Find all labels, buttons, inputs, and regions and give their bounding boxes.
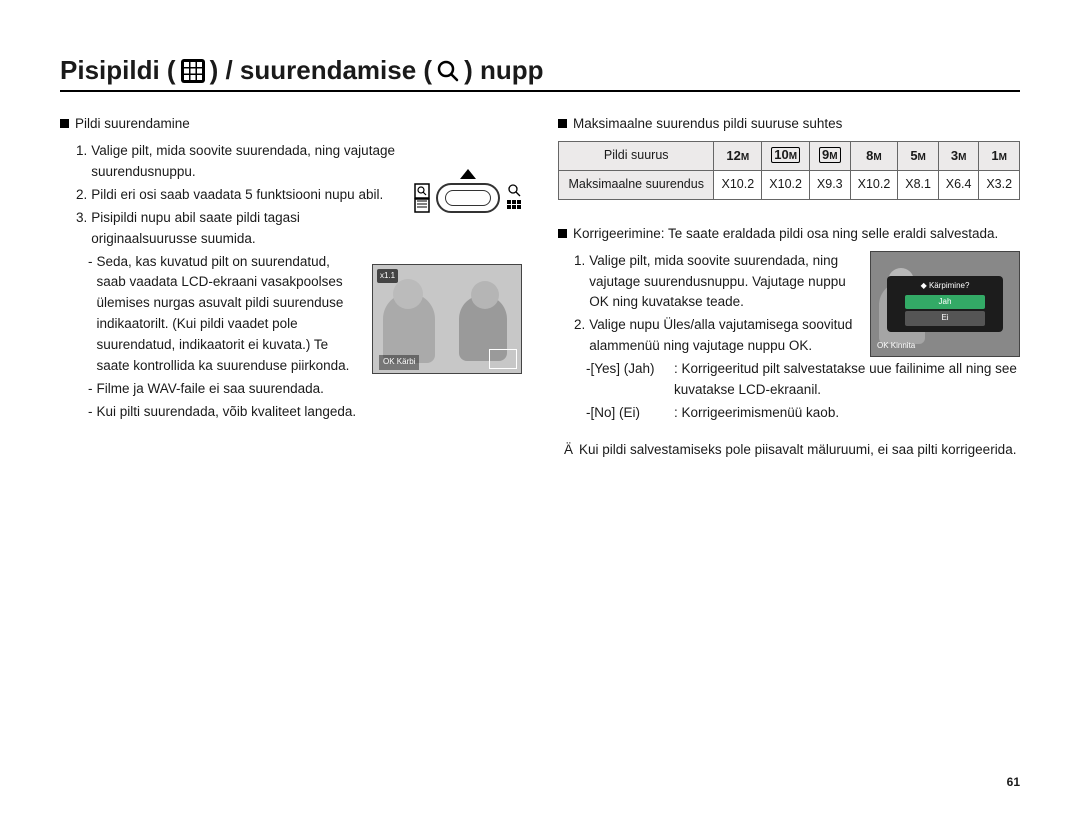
page-number: 61	[1007, 775, 1020, 789]
title-part3: ) nupp	[464, 55, 543, 86]
note-mark: Ä	[564, 440, 573, 461]
bullet-square-icon	[558, 119, 567, 128]
right-item1: Valige pilt, mida soovite suurendada, ni…	[589, 251, 860, 314]
dialog-option-yes: Jah	[905, 295, 985, 309]
table-header: Pildi suurus	[559, 141, 714, 170]
title-part2: ) / suurendamise (	[210, 55, 433, 86]
page-title: Pisipildi ( ) / suurendamise ( ) nupp	[60, 55, 1020, 92]
table-cell: 5M	[898, 141, 939, 170]
left-column: Pildi suurendamine 1.Valige pilt, mida s…	[60, 114, 522, 461]
dialog-ok-label: OK Kinnita	[877, 340, 915, 352]
table-cell: 1M	[979, 141, 1020, 170]
title-part1: Pisipildi (	[60, 55, 176, 86]
right-heading1-text: Maksimaalne suurendus pildi suuruse suht…	[573, 114, 842, 135]
zoom-ratio-badge: x1.1	[377, 269, 398, 283]
right-column: Maksimaalne suurendus pildi suuruse suht…	[558, 114, 1020, 461]
left-sub2: Filme ja WAV-faile ei saa suurendada.	[97, 379, 324, 400]
table-header: Maksimaalne suurendus	[559, 171, 714, 199]
dialog-option-no: Ei	[905, 311, 985, 325]
dialog-question: ◆ Kärpimine?	[887, 280, 1003, 292]
region-indicator-icon	[489, 349, 517, 369]
photo-ok-label: OK Kärbi	[379, 355, 419, 369]
list-number: 2.	[574, 315, 585, 357]
note-text: Kui pildi salvestamiseks pole piisavalt …	[579, 440, 1016, 461]
left-sub3: Kui pilti suurendada, võib kvaliteet lan…	[97, 402, 357, 423]
bullet-square-icon	[558, 229, 567, 238]
left-item3: Pisipildi nupu abil saate pildi tagasi o…	[91, 208, 404, 250]
zoom-wheel-diagram	[414, 183, 522, 213]
bullet-square-icon	[60, 119, 69, 128]
left-item2: Pildi eri osi saab vaadata 5 funktsiooni…	[91, 185, 383, 206]
table-cell: X10.2	[762, 171, 810, 199]
dialog-box: ◆ Kärpimine? Jah Ei	[887, 276, 1003, 332]
zoom-size-table: Pildi suurus 12M 10M 9M 8M 5M 3M 1M Maks…	[558, 141, 1020, 200]
trim-dialog-image: ◆ Kärpimine? Jah Ei OK Kinnita	[870, 251, 1020, 357]
list-number: 2.	[76, 185, 87, 206]
table-cell: 10M	[762, 141, 810, 170]
left-item1: Valige pilt, mida soovite suurendada, ni…	[91, 141, 404, 183]
footnote: Ä Kui pildi salvestamiseks pole piisaval…	[558, 440, 1020, 461]
table-cell: X3.2	[979, 171, 1020, 199]
left-sub1: Seda, kas kuvatud pilt on suurendatud, s…	[97, 252, 363, 378]
table-cell: 8M	[850, 141, 898, 170]
right-item2: Valige nupu Üles/alla vajutamisega soovi…	[589, 315, 860, 357]
table-cell: X10.2	[714, 171, 762, 199]
right-heading1: Maksimaalne suurendus pildi suuruse suht…	[558, 114, 1020, 135]
yes-text: : Korrigeeritud pilt salvestatakse uue f…	[674, 359, 1020, 401]
thumbnail-icon	[180, 58, 206, 84]
list-number: 3.	[76, 208, 87, 250]
magnifier-icon	[436, 59, 460, 83]
right-heading2: Korrigeerimine: Te saate eraldada pildi …	[558, 224, 1020, 245]
up-arrow-icon	[460, 169, 476, 179]
table-cell: X9.3	[810, 171, 851, 199]
no-text: : Korrigeerimismenüü kaob.	[674, 403, 839, 424]
zoom-in-icon	[414, 183, 430, 213]
zoom-out-grid-icon	[506, 183, 522, 213]
list-number: 1.	[574, 251, 585, 314]
yes-label: -[Yes] (Jah)	[586, 359, 672, 401]
table-cell: 12M	[714, 141, 762, 170]
left-heading-text: Pildi suurendamine	[75, 114, 190, 135]
no-label: -[No] (Ei)	[586, 403, 672, 424]
zoom-preview-image: x1.1 OK Kärbi	[372, 264, 522, 374]
table-cell: X10.2	[850, 171, 898, 199]
right-heading2-text: Korrigeerimine: Te saate eraldada pildi …	[573, 224, 998, 245]
left-heading: Pildi suurendamine	[60, 114, 522, 135]
table-cell: X8.1	[898, 171, 939, 199]
table-cell: X6.4	[938, 171, 979, 199]
list-number: 1.	[76, 141, 87, 183]
table-cell: 9M	[810, 141, 851, 170]
table-cell: 3M	[938, 141, 979, 170]
zoom-wheel-icon	[436, 183, 500, 213]
